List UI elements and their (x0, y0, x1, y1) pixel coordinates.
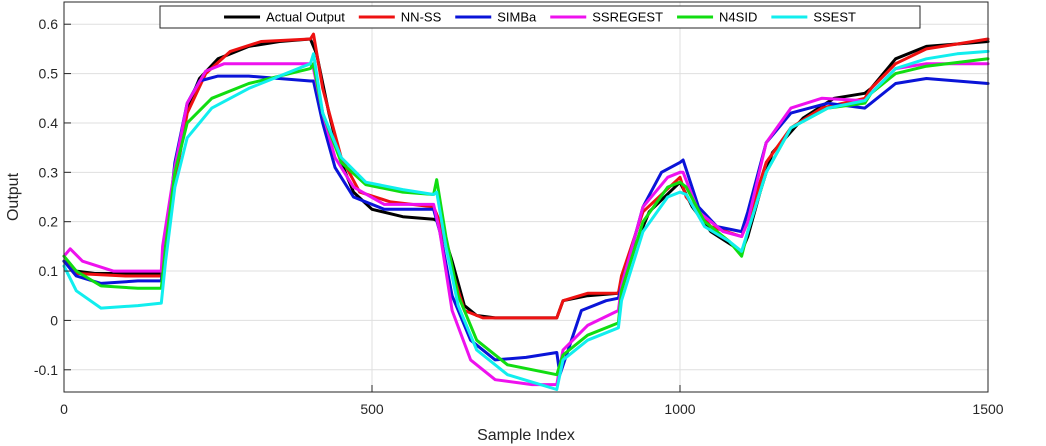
y-tick-label: 0.1 (39, 263, 59, 279)
plot-border (63, 1, 989, 393)
x-tick-label: 0 (60, 401, 68, 417)
plot-area (64, 2, 988, 392)
x-tick-label: 1500 (972, 401, 1003, 417)
y-tick-label: 0.2 (39, 214, 59, 230)
y-axis-label: Output (5, 172, 22, 221)
x-tick-label: 1000 (664, 401, 695, 417)
y-tick-label: 0.4 (39, 115, 59, 131)
x-axis-label: Sample Index (477, 427, 575, 444)
y-tick-label: 0.6 (39, 16, 59, 32)
x-ticks: 0 500 1000 1500 (60, 385, 1004, 417)
y-ticks: -0.1 0 0.1 0.2 0.3 0.4 0.5 0.6 (34, 16, 71, 378)
y-tick-label: 0.3 (39, 164, 59, 180)
legend: Actual Output NN-SS SIMBa SSREGEST N4SID SSES… (159, 5, 921, 29)
y-tick-label: 0.5 (39, 66, 59, 82)
series-group (62, 32, 990, 391)
legend-entry: SIMBa (497, 10, 537, 25)
legend-entry: SSREGEST (592, 10, 663, 25)
legend-entry: N4SID (719, 10, 757, 25)
x-tick-label: 500 (360, 401, 384, 417)
legend-box (159, 5, 921, 29)
y-tick-label: 0 (50, 312, 58, 328)
series-line-ssregest (62, 62, 990, 387)
series-line-ssest (62, 49, 990, 391)
legend-entry: NN-SS (401, 10, 442, 25)
legend-entry: Actual Output (266, 10, 345, 25)
legend-entry: SSEST (813, 10, 856, 25)
y-tick-label: -0.1 (34, 362, 58, 378)
